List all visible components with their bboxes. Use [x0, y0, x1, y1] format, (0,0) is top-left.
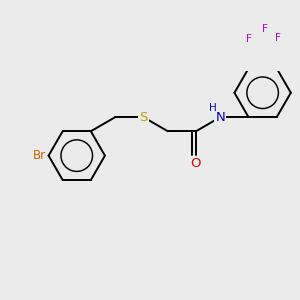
Text: O: O [191, 158, 201, 170]
Text: F: F [262, 24, 268, 34]
Text: F: F [246, 34, 252, 44]
Text: F: F [275, 33, 281, 43]
Text: S: S [139, 111, 148, 124]
Text: N: N [215, 111, 225, 124]
Text: H: H [208, 103, 216, 113]
Text: Br: Br [33, 149, 46, 162]
